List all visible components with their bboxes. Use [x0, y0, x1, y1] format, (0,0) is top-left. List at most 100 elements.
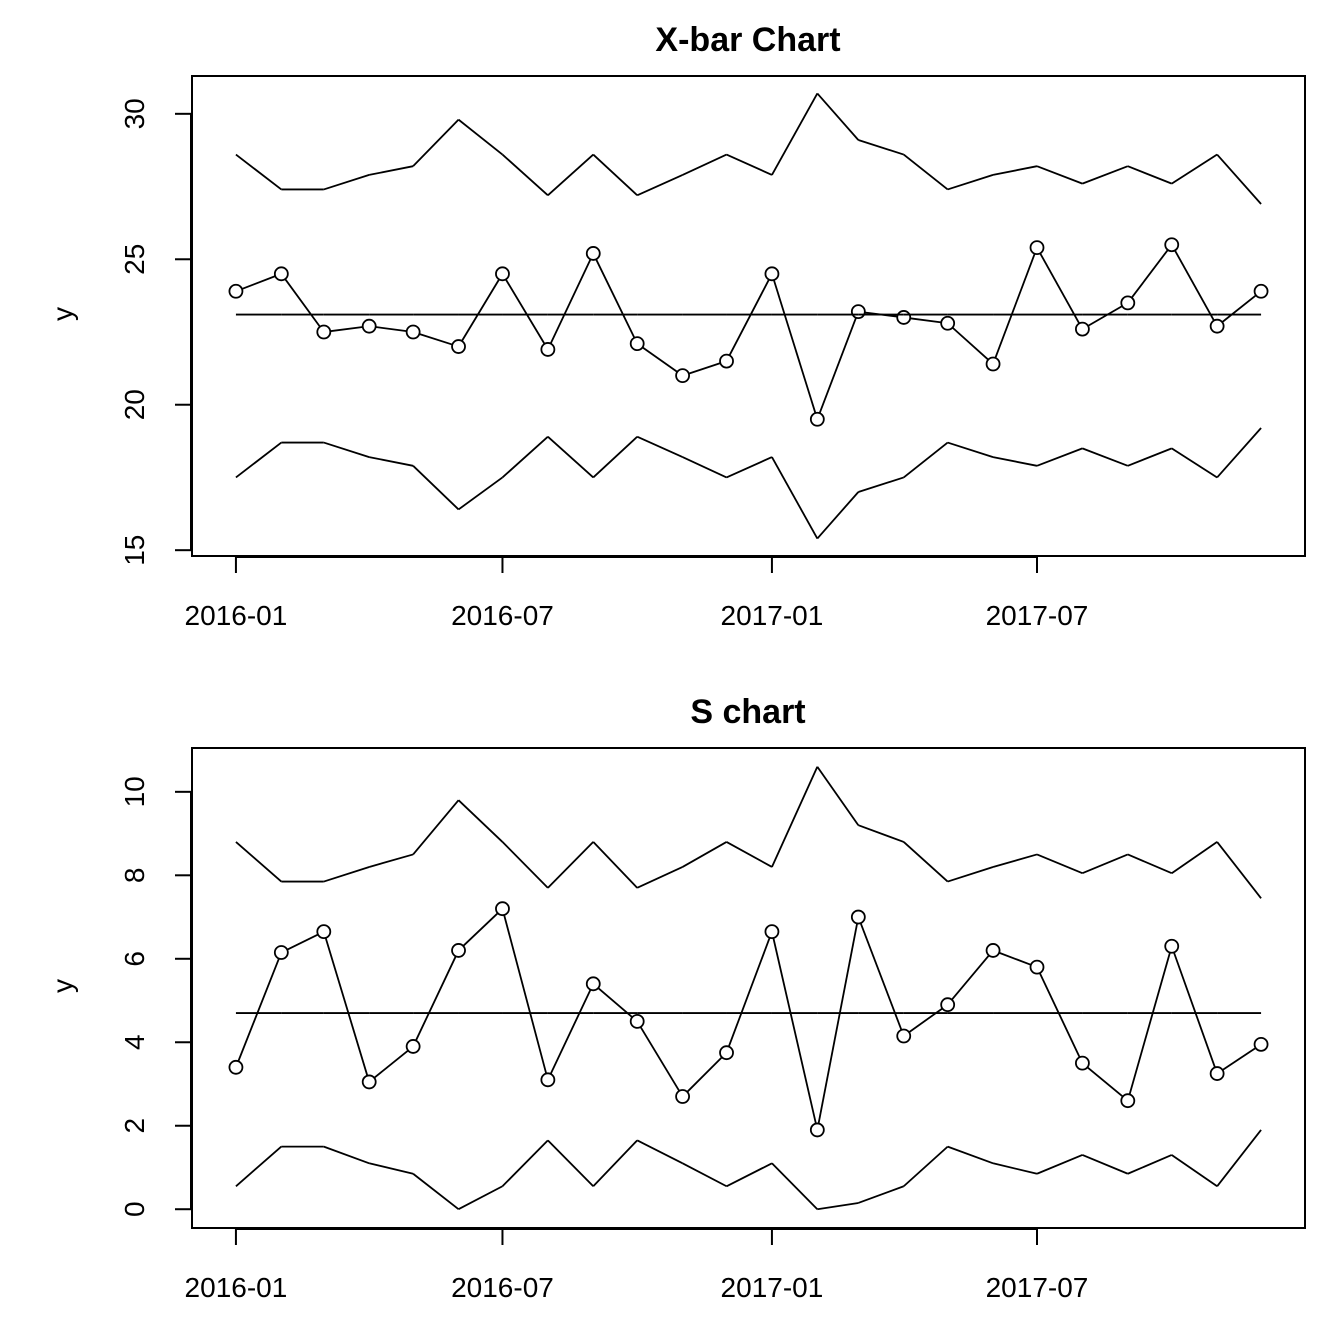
s-chart-statistic-segment: [415, 955, 457, 1041]
s-chart-lower-limit-segment: [992, 1162, 1038, 1175]
s-chart-y-tick-label: 10: [119, 776, 150, 807]
xbar-chart-upper-limit-segment: [323, 174, 370, 191]
xbar-chart-statistic-segment: [910, 317, 942, 324]
s-chart-statistic-segment: [639, 1026, 681, 1092]
s-chart-upper-limit-segment: [547, 841, 594, 889]
xbar-chart-statistic-point: [1120, 295, 1136, 311]
xbar-chart-lower-limit-segment: [947, 441, 994, 458]
s-chart-upper-limit-segment: [368, 853, 414, 868]
s-chart-upper-limit-segment: [992, 853, 1038, 868]
xbar-chart-statistic-segment: [641, 346, 678, 373]
s-chart-lower-limit-segment: [1127, 1154, 1173, 1175]
s-chart-statistic-point: [540, 1072, 556, 1088]
xbar-chart-lower-limit-segment: [501, 436, 549, 479]
xbar-chart-statistic-point: [540, 342, 556, 357]
xbar-chart-statistic-segment: [1221, 294, 1257, 323]
s-chart-x-tick-label: 2017-07: [986, 1272, 1089, 1303]
xbar-chart-lower-limit-segment: [1216, 427, 1262, 479]
s-chart-upper-limit-segment: [816, 766, 860, 826]
s-chart-statistic-point: [764, 924, 780, 940]
s-chart-statistic-segment: [1086, 1066, 1124, 1098]
s-chart-upper-limit-segment: [1127, 853, 1173, 875]
xbar-chart-lower-limit-segment: [636, 435, 683, 458]
xbar-chart-upper-limit-segment: [858, 139, 905, 156]
s-chart-statistic-segment: [817, 923, 858, 1124]
s-chart-statistic-segment: [237, 958, 280, 1062]
s-chart-statistic-point: [1209, 1066, 1225, 1081]
xbar-chart-statistic-segment: [818, 317, 857, 414]
s-chart-statistic-point: [809, 1122, 825, 1138]
xbar-chart-statistic-segment: [1087, 305, 1123, 327]
xbar-chart-upper-limit-segment: [1082, 165, 1129, 185]
s-chart-statistic-segment: [503, 914, 548, 1074]
xbar-chart-y-tick-label: 15: [119, 535, 150, 566]
s-chart-statistic-segment: [859, 922, 903, 1031]
s-chart-statistic-point: [675, 1089, 690, 1104]
s-chart-upper-limit-segment: [1216, 841, 1262, 899]
xbar-chart-upper-limit-segment: [992, 165, 1038, 176]
s-chart-y-tick-label: 2: [119, 1118, 150, 1134]
s-chart-statistic-segment: [1038, 972, 1081, 1058]
s-chart-statistic-point: [1029, 959, 1045, 975]
xbar-chart-statistic-point: [1209, 318, 1225, 334]
s-chart-statistic-point: [451, 943, 466, 958]
s-chart-upper-limit-segment: [1036, 853, 1083, 875]
s-chart-lower-limit-segment: [771, 1162, 818, 1210]
xbar-chart-statistic-segment: [1039, 252, 1081, 324]
xbar-chart-y-tick-label: 30: [119, 98, 150, 129]
xbar-chart-statistic-segment: [241, 275, 276, 290]
s-chart-upper-limit-segment: [726, 841, 773, 868]
s-chart-x-tick-label: 2016-01: [185, 1272, 288, 1303]
xbar-chart-upper-limit-segment: [771, 93, 819, 176]
s-chart-upper-limit-segment: [947, 866, 994, 883]
s-chart-statistic-segment: [1222, 1047, 1257, 1071]
s-chart-lower-limit-segment: [682, 1162, 727, 1188]
xbar-chart-statistic-segment: [419, 333, 453, 346]
s-chart-statistic-point: [316, 924, 332, 940]
s-chart-statistic-segment: [1128, 952, 1171, 1095]
xbar-chart-statistic-point: [675, 368, 690, 384]
s-chart-statistic-point: [273, 945, 289, 960]
xbar-chart-statistic-point: [361, 318, 377, 334]
xbar-chart-lower-limit-segment: [682, 456, 727, 479]
s-chart-statistic-point: [361, 1074, 377, 1090]
xbar-chart-lower-limit-segment: [412, 465, 460, 511]
xbar-chart-statistic-point: [273, 266, 289, 282]
xbar-chart-upper-limit-segment: [1127, 165, 1173, 185]
s-chart-statistic-point: [1075, 1055, 1090, 1071]
s-chart-lower-limit-segment: [1171, 1154, 1218, 1188]
xbar-chart-lower-limit-segment: [458, 476, 503, 511]
xbar-chart-statistic-segment: [284, 278, 321, 328]
xbar-chart-statistic-point: [850, 304, 866, 320]
xbar-chart-statistic-point: [719, 353, 734, 369]
xbar-chart-upper-limit-segment: [457, 118, 504, 156]
s-chart-upper-limit-segment: [501, 841, 549, 889]
xbar-chart-upper-limit-segment: [682, 153, 727, 176]
s-chart-statistic-segment: [1173, 952, 1216, 1068]
xbar-chart-statistic-point: [1029, 240, 1045, 256]
s-chart-y-tick-label: 4: [119, 1034, 150, 1050]
s-chart-statistic-segment: [686, 1056, 723, 1093]
xbar-chart-axes: 15 20 25 30 2016-01 2016-07 2017-01 2017-07: [119, 98, 1088, 631]
s-chart-upper-limit-segment: [323, 866, 370, 883]
xbar-chart-x-tick-label: 2016-01: [185, 600, 288, 631]
xbar-chart-upper-limit-segment: [947, 174, 994, 191]
xbar-chart-upper-limit-segment: [501, 153, 549, 196]
s-chart-statistic-point: [1253, 1036, 1269, 1052]
xbar-chart-upper-limit-segment: [726, 153, 773, 176]
s-chart-lower-limit-segment: [817, 1202, 859, 1211]
s-chart-y-tick-label: 0: [119, 1201, 150, 1217]
xbar-chart-upper-limit-segment: [1216, 153, 1262, 205]
xbar-chart-upper-limit-segment: [592, 153, 638, 196]
xbar-chart-statistic-segment: [1130, 249, 1169, 299]
s-chart-lower-limit-segment: [1082, 1154, 1129, 1175]
xbar-chart-upper-limit-segment: [903, 153, 949, 191]
s-chart-upper-limit-segment: [682, 841, 727, 868]
s-chart-lower-limit-segment: [458, 1185, 503, 1211]
s-chart-lower-limit-segment: [412, 1173, 460, 1210]
s-chart-x-tick-label: 2017-01: [721, 1272, 824, 1303]
xbar-chart-x-tick-label: 2017-07: [986, 600, 1089, 631]
xbar-chart-x-tick-label: 2017-01: [721, 600, 824, 631]
xbar-chart-statistic-point: [985, 356, 1001, 372]
